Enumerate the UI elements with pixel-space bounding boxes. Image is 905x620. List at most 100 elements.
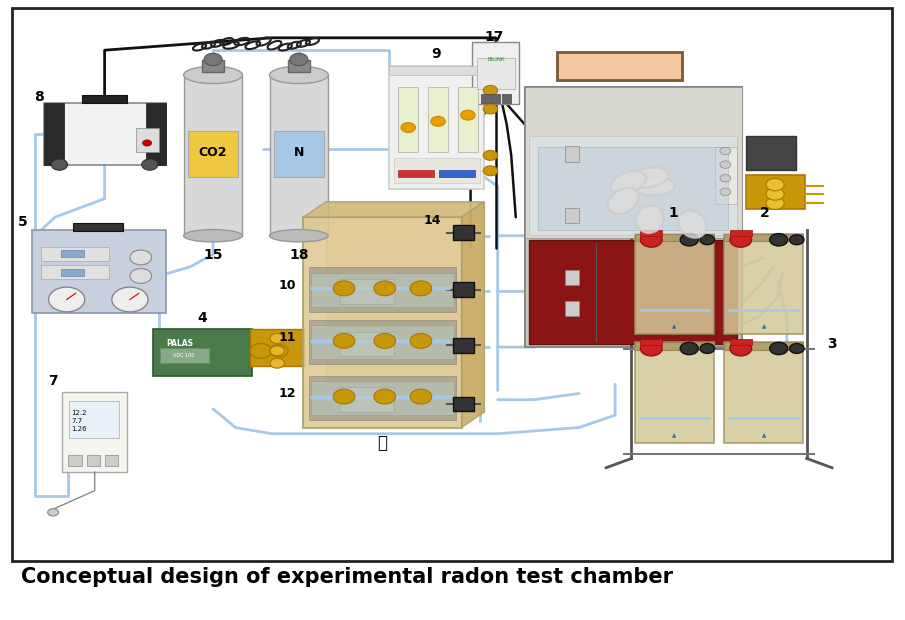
Circle shape [730,341,751,356]
Circle shape [130,250,152,265]
Circle shape [681,342,699,355]
Bar [270,75,329,236]
Text: PALAS: PALAS [167,339,193,348]
Bar [62,392,128,472]
Circle shape [483,104,498,114]
Circle shape [374,334,395,348]
Bar [747,136,795,171]
Bar [641,230,662,236]
Bar [310,273,454,307]
Bar [326,202,484,412]
Bar [250,329,304,366]
Bar [502,94,511,104]
Bar [439,170,475,177]
Bar [87,454,100,466]
Circle shape [290,53,308,66]
Ellipse shape [636,205,663,233]
Bar [62,250,84,257]
Bar [529,240,738,344]
Bar [339,388,394,412]
Circle shape [681,234,699,246]
Circle shape [720,161,731,169]
Bar [42,265,110,279]
Bar [398,170,434,177]
Bar [730,339,751,345]
Bar [635,342,714,443]
Text: 1.26: 1.26 [71,427,87,432]
Circle shape [401,123,415,133]
Bar [641,339,662,345]
Ellipse shape [634,177,674,195]
Circle shape [483,86,498,95]
Text: 12.2: 12.2 [71,410,87,416]
Text: 9: 9 [432,46,441,61]
Ellipse shape [270,66,329,84]
Bar [525,87,742,347]
Bar [715,147,738,204]
Ellipse shape [184,66,243,84]
Bar [566,301,579,316]
Circle shape [374,281,395,296]
Circle shape [374,389,395,404]
Ellipse shape [608,188,639,214]
Bar [339,332,394,356]
Bar [137,128,158,153]
Text: 4: 4 [197,311,207,325]
Ellipse shape [270,229,329,242]
Circle shape [700,235,715,245]
Circle shape [789,235,804,245]
Text: 10: 10 [279,279,296,292]
Circle shape [766,197,784,210]
Circle shape [270,358,284,368]
Text: ▲: ▲ [672,433,676,438]
Bar [452,282,474,297]
Bar [310,326,454,360]
Bar [184,75,243,236]
Text: 7.7: 7.7 [71,418,82,424]
Bar [477,58,515,89]
Bar [159,348,209,363]
Circle shape [270,346,284,356]
Circle shape [769,342,787,355]
Bar [452,225,474,240]
Text: N: N [294,146,304,159]
Bar [525,87,742,238]
Bar [147,103,166,165]
Bar [153,329,252,376]
Bar [69,454,82,466]
Circle shape [461,110,475,120]
Circle shape [641,341,662,356]
FancyBboxPatch shape [557,52,682,81]
Bar [33,229,166,313]
Text: 🔒: 🔒 [377,434,387,452]
Bar [70,401,119,438]
Polygon shape [462,202,484,428]
Circle shape [700,343,715,353]
Ellipse shape [611,171,646,194]
Bar [635,234,714,241]
Circle shape [483,166,498,175]
Bar [566,270,579,285]
Text: 15: 15 [204,248,223,262]
Circle shape [333,281,355,296]
Text: 8: 8 [34,89,44,104]
Bar [452,397,474,412]
Text: ▲: ▲ [672,324,676,329]
Circle shape [766,188,784,200]
Bar [309,267,456,312]
Bar [273,131,324,177]
Circle shape [720,188,731,195]
Circle shape [410,281,432,296]
Text: 5: 5 [18,215,28,229]
Text: CO2: CO2 [199,146,227,159]
Bar [725,234,803,241]
Text: 12: 12 [279,387,296,400]
Ellipse shape [630,167,669,188]
Bar [566,146,579,162]
Text: Fume Hood: Fume Hood [585,60,655,73]
Circle shape [204,53,222,66]
Text: 18: 18 [289,248,309,262]
Circle shape [48,508,59,516]
Text: ▲: ▲ [762,324,766,329]
Bar [635,234,714,334]
